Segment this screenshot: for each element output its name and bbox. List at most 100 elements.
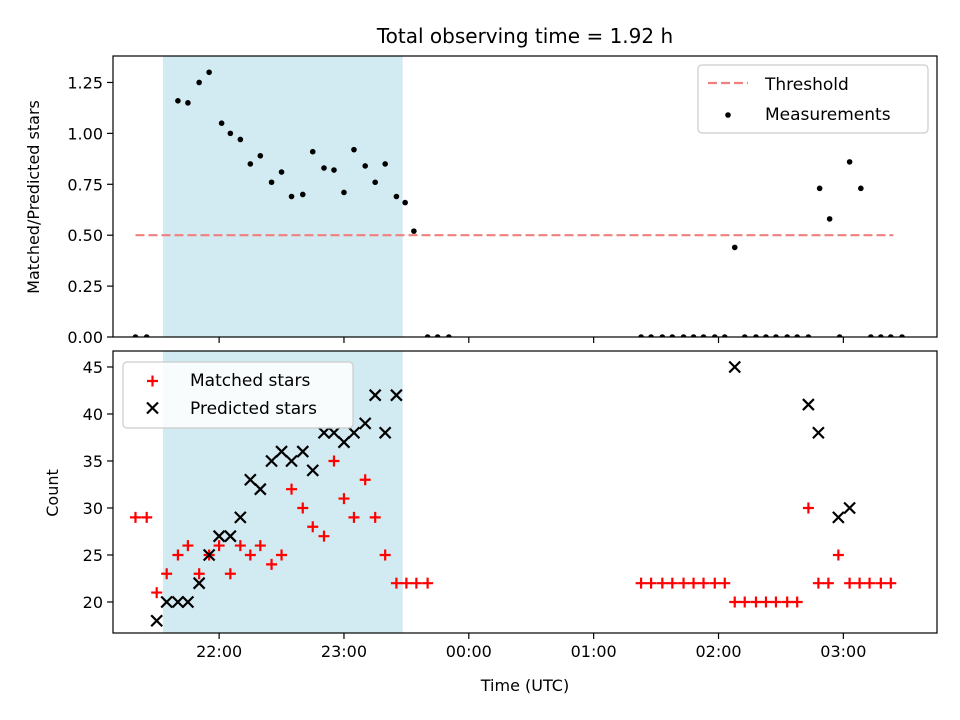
measurement-point (868, 334, 874, 337)
measurement-point (196, 79, 202, 86)
legend-measurements-swatch (725, 112, 731, 118)
predicted-star-point (390, 388, 403, 402)
matched-star-point (812, 577, 824, 589)
measurement-point (278, 169, 285, 175)
matched-star-point (875, 577, 887, 589)
measurement-point (393, 193, 400, 200)
matched-star-point (822, 577, 834, 589)
predicted-star-point (317, 426, 331, 440)
predicted-star-point (181, 595, 195, 609)
predicted-star-point (192, 576, 206, 590)
matched-star-point (318, 530, 330, 542)
measurement-point (846, 159, 853, 165)
predicted-star-point (327, 426, 341, 440)
predicted-star-point (212, 529, 226, 543)
legend-matched-label: Matched stars (190, 371, 310, 391)
measurement-point (659, 334, 666, 337)
measurement-point (341, 189, 347, 196)
matched-star-point (770, 596, 782, 608)
measurement-point (237, 136, 244, 143)
measurement-point (424, 334, 431, 337)
matched-star-point (193, 568, 205, 580)
predicted-star-point (160, 595, 173, 609)
measurement-point (411, 228, 417, 234)
bottom-y-axis-label: Count (43, 469, 62, 517)
x-axis-label: Time (UTC) (480, 676, 569, 695)
matched-star-point (307, 521, 319, 533)
legend-predicted-swatch (146, 401, 159, 415)
bottom-legend-box (122, 361, 354, 429)
bottom-axes-frame (112, 350, 938, 634)
measurement-point (288, 193, 295, 200)
measurement-point (132, 334, 139, 337)
top-y-tick-label: 1.00 (67, 124, 103, 143)
predicted-star-point (254, 482, 267, 496)
measurement-point (362, 163, 368, 169)
matched-star-point (297, 502, 309, 514)
matched-star-point (266, 558, 278, 570)
matched-star-point (729, 596, 741, 608)
measurement-point (836, 334, 843, 337)
predicted-star-point (275, 445, 288, 458)
bottom-legend: Matched stars Predicted stars (122, 361, 354, 429)
predicted-starsseries (150, 360, 856, 628)
measurement-point (805, 334, 812, 337)
matched-star-point (760, 596, 772, 608)
bottom-y-tick-label: 25 (83, 546, 103, 565)
matched-star-point (802, 502, 814, 514)
bottom-y-tick-label: 45 (83, 358, 103, 377)
x-tick-label: 03:00 (820, 642, 866, 661)
x-tick-label: 01:00 (571, 642, 617, 661)
matched-star-point (359, 474, 371, 486)
measurement-point (669, 334, 676, 337)
bottom-y-tick-label: 20 (83, 593, 103, 612)
predicted-star-point (150, 614, 163, 628)
matched-star-point (678, 577, 690, 589)
predicted-star-point (358, 417, 372, 430)
matched-star-point (390, 577, 402, 589)
measurement-point (858, 185, 864, 192)
matched-star-point (161, 568, 173, 580)
predicted-star-point (171, 595, 185, 609)
matched-star-point (666, 577, 678, 589)
predicted-star-point (337, 435, 351, 449)
measurement-point (638, 334, 644, 337)
measurement-point (206, 69, 212, 76)
measurement-point (175, 97, 181, 104)
matched-star-point (182, 540, 194, 552)
matched-star-point (213, 540, 225, 552)
matched-star-point (224, 568, 236, 580)
measurement-point (741, 334, 748, 337)
top-panel: 0.00 0.25 0.50 0.75 1.00 1.25 Threshold Measure… (67, 55, 938, 347)
measurement-point (247, 161, 254, 167)
measurement-point (816, 185, 823, 192)
bottom-panel: 20 25 30 35 40 45 22:00 23:00 00:00 01:00 02:00 03:… (83, 350, 938, 661)
legend-threshold-label: Threshold (764, 75, 849, 95)
matched-star-point (709, 577, 721, 589)
matched-star-point (656, 577, 668, 589)
predicted-star-point (728, 360, 742, 374)
legend-predicted-label: Predicted stars (190, 399, 317, 419)
legend-measurements-label: Measurements (765, 105, 891, 125)
measurement-point (826, 216, 833, 222)
predicted-star-point (802, 398, 815, 411)
measurement-point (372, 179, 378, 186)
matched-star-point (688, 577, 700, 589)
matched-star-point (698, 577, 710, 589)
measurement-point (690, 334, 697, 337)
matched-starsseries (129, 455, 897, 608)
measurement-point (331, 167, 337, 173)
matched-star-point (234, 540, 246, 552)
top-observing-span (162, 56, 403, 337)
measurement-point (878, 334, 884, 337)
predicted-star-point (832, 511, 845, 524)
measurement-point (299, 191, 306, 198)
matched-star-point (739, 596, 751, 608)
top-legend-box (697, 64, 929, 134)
matched-star-point (348, 511, 360, 523)
matched-star-point (328, 455, 340, 467)
matched-star-point (844, 577, 856, 589)
measurement-point (227, 130, 234, 137)
measurement-point (218, 120, 225, 126)
predicted-star-point (224, 529, 237, 543)
